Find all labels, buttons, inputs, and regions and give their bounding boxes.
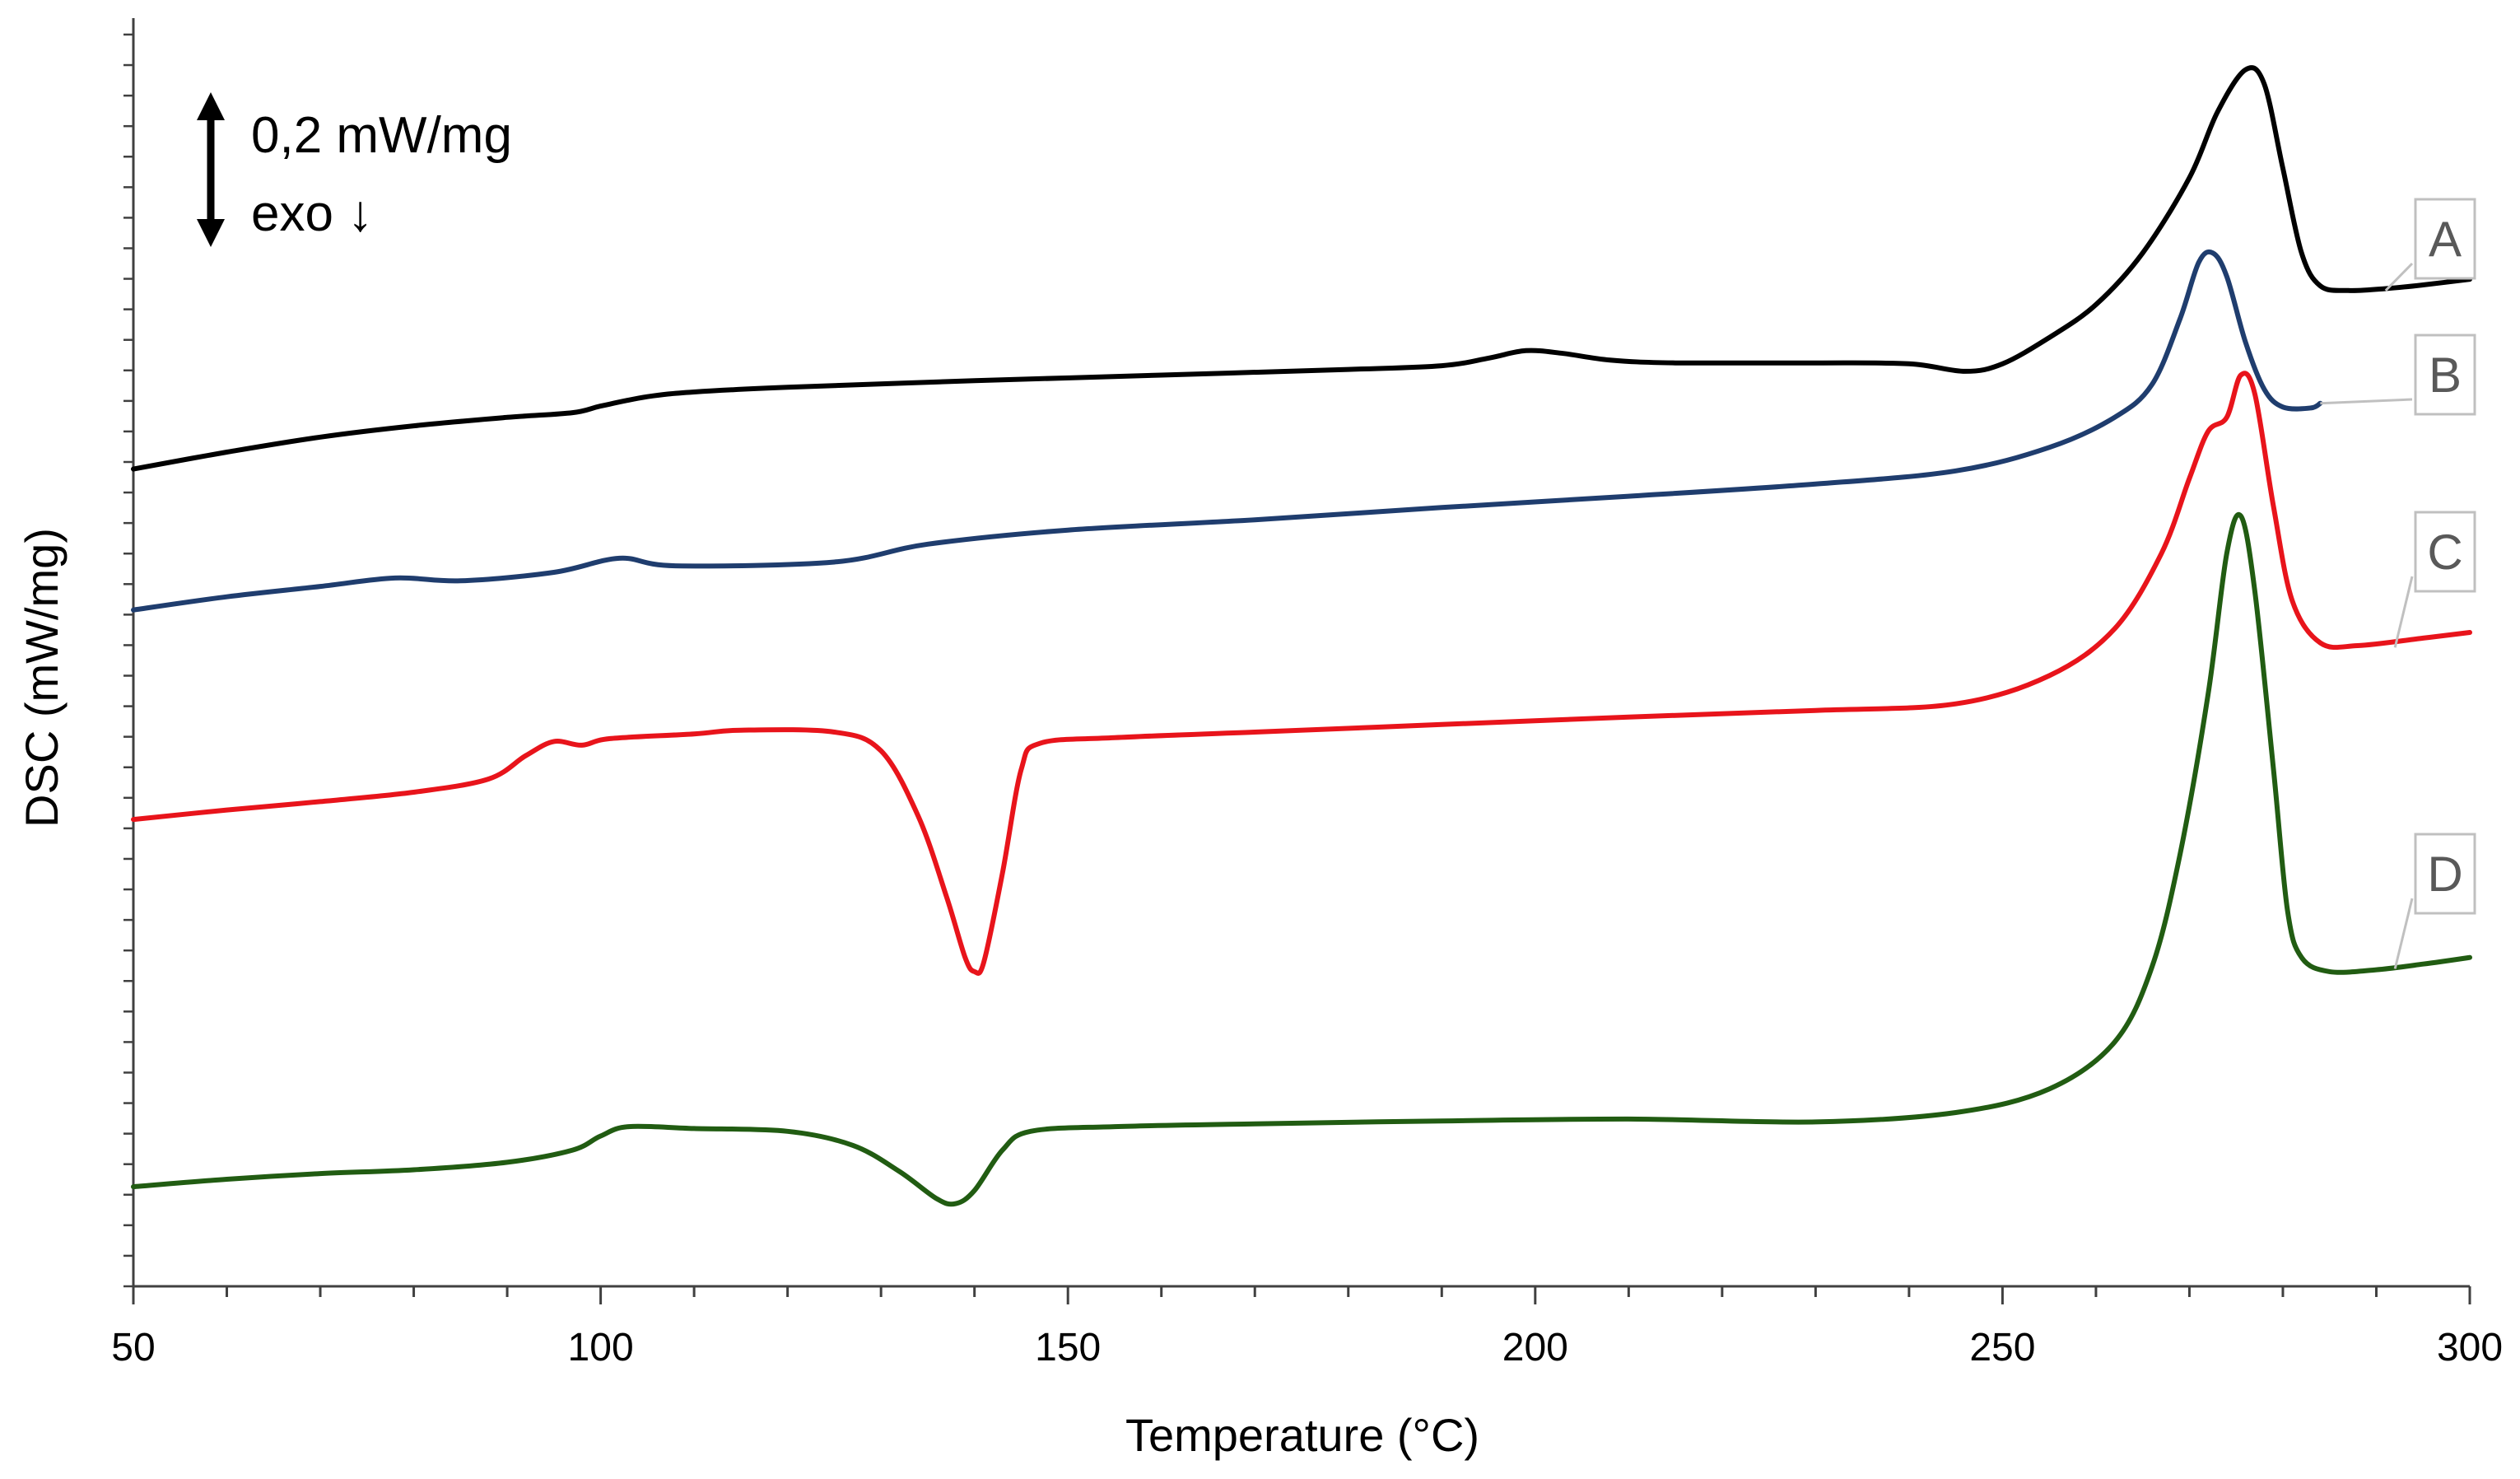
callout-d: D xyxy=(2393,833,2476,969)
axes xyxy=(132,18,2470,1288)
scale-bar-arrow-up xyxy=(197,92,225,120)
callout-label: B xyxy=(2429,348,2462,403)
scale-bar xyxy=(197,92,225,247)
callout-leader xyxy=(2384,262,2414,292)
x-tick-label: 150 xyxy=(1035,1326,1101,1369)
series-line-a xyxy=(131,65,2472,472)
series-callouts: A B C D xyxy=(2320,198,2476,969)
scale-bar-label: 0,2 mW/mg xyxy=(251,107,512,164)
exo-direction-label: exo ↓ xyxy=(251,185,373,242)
series-line-d xyxy=(131,511,2472,1207)
callout-label: A xyxy=(2429,212,2462,267)
callout-box xyxy=(2414,511,2476,593)
y-axis-title: DSC (mW/mg) xyxy=(16,528,68,828)
callout-leader xyxy=(2393,576,2414,648)
callout-box xyxy=(2414,334,2476,416)
series-lines xyxy=(131,65,2472,1207)
x-tick-label: 200 xyxy=(1502,1326,1568,1369)
callout-a: A xyxy=(2384,198,2476,292)
series-line-c xyxy=(131,371,2472,976)
callout-c: C xyxy=(2393,511,2476,648)
series-line-b xyxy=(131,249,2323,613)
callout-box xyxy=(2414,833,2476,915)
x-tick-label: 100 xyxy=(568,1326,634,1369)
callout-b: B xyxy=(2320,334,2476,416)
x-axis-title: Temperature (°C) xyxy=(1125,1409,1479,1461)
x-tick-label: 300 xyxy=(2437,1326,2503,1369)
x-tick-label: 250 xyxy=(1969,1326,2035,1369)
callout-leader xyxy=(2320,398,2413,405)
axis-ticks: 50 100 150 200 250 300 xyxy=(111,33,2503,1369)
callout-leader xyxy=(2393,898,2414,969)
callout-label: D xyxy=(2427,847,2462,902)
callout-label: C xyxy=(2427,525,2462,580)
scale-bar-arrow-down xyxy=(197,219,225,247)
callout-box xyxy=(2414,198,2476,280)
x-tick-label: 50 xyxy=(111,1326,155,1369)
